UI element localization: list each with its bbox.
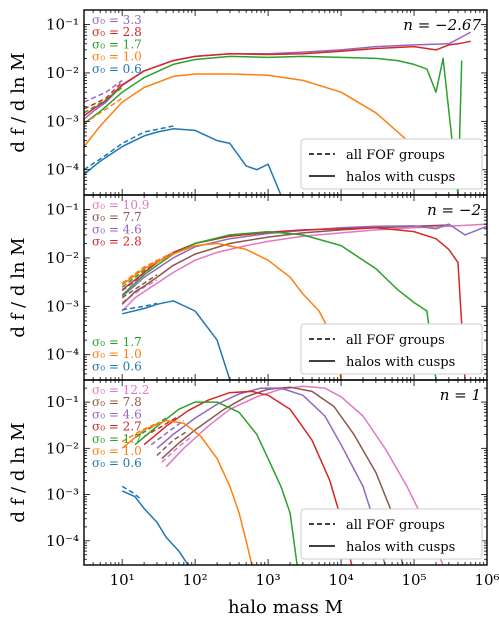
series-dashed-3 bbox=[143, 415, 180, 438]
x-tick-label: 10¹ bbox=[110, 571, 135, 589]
series-group bbox=[121, 223, 487, 380]
series-line-2 bbox=[121, 223, 487, 297]
y-tick-label: 10⁻³ bbox=[46, 486, 79, 504]
x-tick-label: 10⁶ bbox=[474, 571, 499, 589]
series-line-1 bbox=[121, 224, 449, 305]
y-tick-label: 10⁻³ bbox=[46, 297, 79, 315]
series-dashed-5 bbox=[121, 251, 174, 284]
panel-annotation: n = −2.67 bbox=[403, 16, 481, 34]
series-line-0 bbox=[121, 223, 487, 312]
sigma-label: σ₀ = 2.8 bbox=[92, 25, 142, 39]
sigma-label: σ₀ = 0.6 bbox=[92, 456, 142, 470]
y-tick-label: 10⁻¹ bbox=[46, 201, 79, 219]
y-tick-label: 10⁻² bbox=[46, 249, 79, 267]
sigma-label: σ₀ = 2.7 bbox=[92, 420, 142, 434]
y-tick-label: 10⁻² bbox=[46, 439, 79, 457]
sigma-label: σ₀ = 4.6 bbox=[92, 222, 142, 236]
y-axis-label: d f / d ln M bbox=[8, 237, 29, 337]
legend-box bbox=[300, 323, 483, 375]
series-dashed-2 bbox=[150, 419, 185, 446]
series-line-0 bbox=[165, 385, 444, 565]
y-tick-label: 10⁻³ bbox=[46, 112, 79, 130]
chart-panel-3: 10⁻⁴ 10⁻³ 10⁻² 10⁻¹ 10¹ 10² 10³ 10⁴ 10⁵ 10⁶ halo m… bbox=[8, 379, 499, 618]
y-tick-label: 10⁻¹ bbox=[46, 393, 79, 411]
series-line-6 bbox=[121, 490, 189, 565]
x-tick-label: 10⁴ bbox=[329, 571, 354, 589]
series-dashed-0 bbox=[161, 435, 193, 463]
series-line-0 bbox=[84, 31, 472, 120]
y-tick-label: 10⁻⁴ bbox=[46, 532, 79, 550]
series-group bbox=[121, 385, 444, 565]
plot-frame bbox=[83, 379, 488, 566]
series-line-3 bbox=[121, 227, 466, 380]
panel-annotation: n = −2 bbox=[427, 201, 481, 219]
series-dashed-1 bbox=[84, 81, 123, 110]
sigma-label: σ₀ = 1.0 bbox=[92, 444, 142, 458]
series-dashed-6 bbox=[121, 485, 142, 500]
series-line-6 bbox=[122, 300, 231, 380]
series-dashed-3 bbox=[84, 97, 123, 125]
legend-label: all FOF groups bbox=[346, 518, 445, 533]
sigma-label: σ₀ = 1.0 bbox=[92, 50, 142, 64]
series-dashed-2 bbox=[84, 86, 123, 114]
chart-panel-1: 10⁻⁴ 10⁻³ 10⁻² 10⁻¹ d f / d ln M n = −2.67 σ₀ … bbox=[8, 9, 488, 196]
series-dashed-4 bbox=[121, 260, 158, 288]
series-line-4 bbox=[134, 401, 298, 565]
sigma-label: σ₀ = 10.9 bbox=[92, 198, 149, 212]
series-line-3 bbox=[84, 73, 415, 148]
sigma-label: σ₀ = 0.6 bbox=[92, 62, 142, 76]
y-axis-label: d f / d ln M bbox=[8, 422, 29, 522]
sigma-label: σ₀ = 1.7 bbox=[92, 432, 142, 446]
series-line-5 bbox=[121, 419, 253, 565]
legend-label: halos with cusps bbox=[346, 540, 455, 555]
sigma-label: σ₀ = 7.7 bbox=[92, 210, 142, 224]
series-dashed-0 bbox=[84, 79, 123, 103]
series-line-1 bbox=[161, 386, 404, 565]
x-tick-label: 10⁵ bbox=[401, 571, 426, 589]
sigma-label: σ₀ = 7.8 bbox=[92, 395, 142, 409]
series-line-4 bbox=[121, 230, 437, 380]
legend-label: halos with cusps bbox=[346, 170, 455, 185]
legend-box bbox=[300, 508, 483, 560]
legend-label: all FOF groups bbox=[346, 148, 445, 163]
series-line-3 bbox=[143, 390, 353, 565]
series-group bbox=[84, 31, 472, 195]
series-dashed-5 bbox=[121, 422, 158, 443]
sigma-label-lower: σ₀ = 1.7 bbox=[92, 335, 142, 349]
y-tick-label: 10⁻¹ bbox=[46, 16, 79, 34]
sigma-label: σ₀ = 3.3 bbox=[92, 13, 142, 27]
sigma-label: σ₀ = 4.6 bbox=[92, 407, 142, 421]
series-dashed-1 bbox=[156, 430, 189, 457]
legend-label: halos with cusps bbox=[346, 355, 455, 370]
sigma-label-lower: σ₀ = 1.0 bbox=[92, 347, 142, 361]
y-tick-label: 10⁻² bbox=[46, 64, 79, 82]
series-line-2 bbox=[84, 55, 463, 195]
y-axis-label: d f / d ln M bbox=[8, 52, 29, 152]
sigma-label: σ₀ = 2.8 bbox=[92, 235, 142, 249]
sigma-label-lower: σ₀ = 0.6 bbox=[92, 359, 142, 373]
series-dashed-4 bbox=[84, 125, 174, 171]
x-axis-label: halo mass M bbox=[228, 597, 343, 618]
sigma-label: σ₀ = 1.7 bbox=[92, 37, 142, 51]
sigma-label: σ₀ = 12.2 bbox=[92, 383, 149, 397]
x-tick-label: 10³ bbox=[256, 571, 281, 589]
series-line-4 bbox=[84, 128, 282, 195]
x-tick-label: 10² bbox=[183, 571, 208, 589]
series-dashed-1 bbox=[121, 274, 158, 299]
legend-label: all FOF groups bbox=[346, 333, 445, 348]
series-line-1 bbox=[84, 40, 471, 117]
panel-annotation: n = 1 bbox=[440, 386, 481, 404]
series-line-5 bbox=[121, 242, 342, 380]
y-tick-label: 10⁻⁴ bbox=[46, 161, 79, 179]
y-tick-label: 10⁻⁴ bbox=[46, 346, 79, 364]
legend-box bbox=[300, 138, 483, 190]
chart-panel-2: 10⁻⁴ 10⁻³ 10⁻² 10⁻¹ d f / d ln M n = −2 σ₀ = 1… bbox=[8, 194, 488, 381]
series-line-2 bbox=[156, 387, 386, 565]
